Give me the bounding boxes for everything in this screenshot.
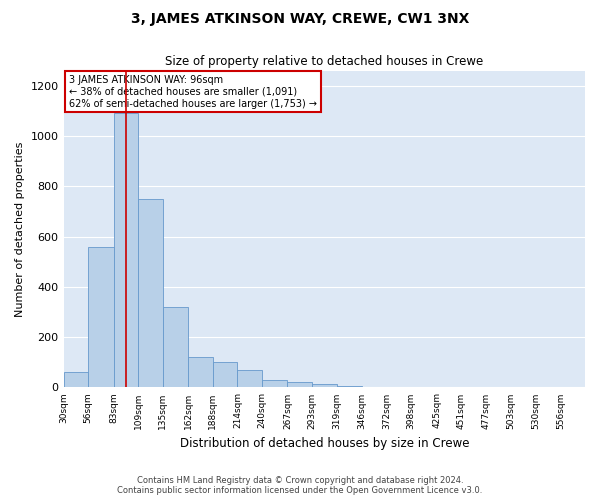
Title: Size of property relative to detached houses in Crewe: Size of property relative to detached ho… [165, 55, 484, 68]
Bar [287, 382, 312, 388]
Y-axis label: Number of detached properties: Number of detached properties [15, 142, 25, 316]
Bar [113, 114, 138, 388]
Text: 3 JAMES ATKINSON WAY: 96sqm
← 38% of detached houses are smaller (1,091)
62% of : 3 JAMES ATKINSON WAY: 96sqm ← 38% of det… [69, 76, 317, 108]
Bar [337, 386, 362, 388]
Bar [64, 372, 88, 388]
Bar [188, 358, 213, 388]
Bar [163, 307, 188, 388]
Bar [312, 384, 337, 388]
X-axis label: Distribution of detached houses by size in Crewe: Distribution of detached houses by size … [179, 437, 469, 450]
Bar [138, 199, 163, 388]
Text: Contains HM Land Registry data © Crown copyright and database right 2024.
Contai: Contains HM Land Registry data © Crown c… [118, 476, 482, 495]
Bar [213, 362, 238, 388]
Bar [88, 246, 113, 388]
Text: 3, JAMES ATKINSON WAY, CREWE, CW1 3NX: 3, JAMES ATKINSON WAY, CREWE, CW1 3NX [131, 12, 469, 26]
Bar [262, 380, 287, 388]
Bar [238, 370, 262, 388]
